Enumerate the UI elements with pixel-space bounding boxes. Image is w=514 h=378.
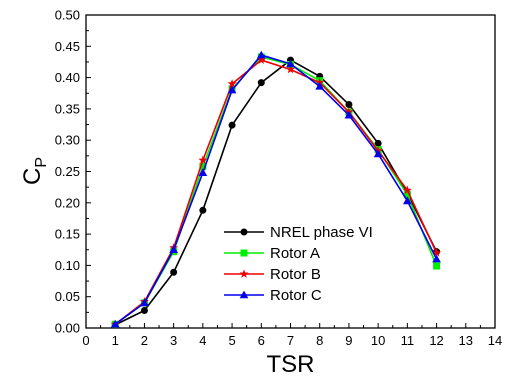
x-tick-label: 5: [228, 333, 235, 348]
data-point: [256, 50, 266, 59]
series-line: [114, 56, 438, 325]
x-tick-label: 6: [258, 333, 265, 348]
y-axis-ticks: 0.00 0.05 0.10 0.15 0.20 0.25 0.30 0.35 0.40 0.45…: [55, 8, 91, 336]
x-tick-label: 11: [401, 333, 415, 348]
legend-marker: [239, 269, 249, 278]
x-tick-label: 12: [429, 333, 443, 348]
legend-item: NREL phase VI: [224, 224, 373, 241]
x-tick-label: 2: [141, 333, 148, 348]
legend-marker: [240, 228, 248, 236]
legend: NREL phase VI Rotor A Rotor B Rotor C: [224, 224, 373, 304]
y-axis-title-subscript: P: [33, 157, 50, 168]
data-point: [170, 268, 178, 276]
series-line: [114, 59, 438, 326]
data-point: [227, 85, 237, 94]
data-point: [140, 306, 148, 314]
y-tick-label: 0.30: [55, 133, 80, 148]
x-tick-label: 9: [345, 333, 352, 348]
x-axis-title: TSR: [267, 351, 315, 378]
data-point: [432, 254, 441, 263]
data-point: [433, 262, 441, 270]
series-layer: [110, 50, 442, 329]
series-4: [110, 50, 441, 328]
data-point: [344, 110, 354, 119]
data-point: [374, 139, 382, 147]
y-tick-label: 0.10: [55, 258, 80, 273]
x-tick-label: 8: [316, 333, 323, 348]
data-point: [286, 64, 295, 74]
data-point: [402, 196, 412, 205]
data-point: [403, 191, 411, 199]
x-axis-ticks: 0 1 2 3 4 5 6 7 8 9 10 11 12 13 14: [82, 323, 502, 348]
legend-item: Rotor A: [224, 245, 320, 262]
legend-label: NREL phase VI: [270, 224, 373, 241]
x-tick-label: 13: [459, 333, 473, 348]
data-point: [257, 79, 265, 87]
legend-item: Rotor B: [224, 266, 321, 283]
y-tick-label: 0.15: [55, 227, 80, 242]
x-tick-label: 3: [170, 333, 177, 348]
legend-label: Rotor B: [270, 266, 321, 283]
y-tick-label: 0.50: [55, 8, 80, 23]
y-axis-title: CP: [19, 157, 50, 185]
x-tick-label: 10: [371, 333, 385, 348]
y-axis-title-main: C: [19, 168, 46, 185]
series-line: [114, 54, 438, 325]
data-point: [198, 168, 208, 177]
data-point: [199, 206, 207, 214]
data-point: [110, 319, 120, 328]
data-point: [315, 81, 325, 90]
legend-label: Rotor A: [270, 245, 320, 262]
legend-label: Rotor C: [270, 287, 322, 304]
data-point: [199, 162, 207, 170]
data-point: [256, 55, 266, 64]
y-tick-label: 0.35: [55, 101, 80, 116]
series-line: [114, 59, 438, 325]
data-point: [227, 79, 237, 88]
y-tick-label: 0.20: [55, 195, 80, 210]
legend-marker: [239, 290, 249, 299]
data-point: [198, 155, 208, 165]
y-tick-label: 0.45: [55, 39, 80, 54]
x-tick-label: 7: [287, 333, 294, 348]
data-point: [286, 59, 295, 68]
data-point: [169, 245, 179, 254]
y-tick-label: 0.25: [55, 164, 80, 179]
svg-text:CP: CP: [19, 157, 50, 185]
data-point: [402, 185, 412, 195]
data-point: [140, 298, 149, 307]
legend-item: Rotor C: [224, 287, 322, 304]
data-point: [432, 248, 442, 257]
y-tick-label: 0.00: [55, 321, 80, 336]
x-tick-label: 1: [112, 333, 119, 348]
x-tick-label: 4: [199, 333, 206, 348]
x-tick-label: 14: [488, 333, 502, 348]
x-tick-label: 0: [82, 333, 89, 348]
y-tick-label: 0.40: [55, 70, 80, 85]
y-tick-label: 0.05: [55, 289, 80, 304]
data-point: [345, 101, 353, 109]
data-point: [228, 121, 236, 129]
data-point: [373, 149, 383, 158]
legend-marker: [240, 249, 248, 257]
